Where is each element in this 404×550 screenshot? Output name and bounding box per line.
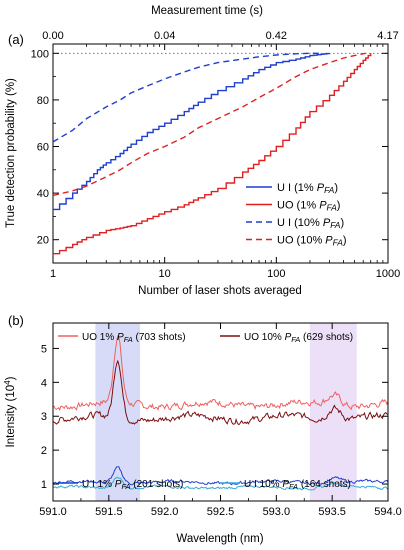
panel-a-legend-label: U I (1% PFA) bbox=[277, 182, 338, 195]
panel-a-series-group bbox=[52, 52, 372, 255]
panel-a-series-ui-10pct bbox=[52, 52, 321, 143]
panel-b-y-tick-label: 1 bbox=[41, 479, 47, 491]
panel-a-y-tick-label: 40 bbox=[37, 188, 49, 200]
panel-a-series-uo-10pct bbox=[52, 52, 366, 197]
panel-a-series-uo-1pct bbox=[53, 53, 372, 255]
panel-b-x-tick-label: 591.0 bbox=[39, 506, 67, 518]
panel-a-legend-label: U I (10% PFA) bbox=[277, 217, 344, 230]
panel-a-y-axis-title: True detection probability (%) bbox=[5, 78, 17, 228]
panel-a-top-tick-label: 0.04 bbox=[154, 30, 175, 42]
panel-a-y-tick-label: 80 bbox=[37, 95, 49, 107]
panel-b-y-axis-title: Intensity (104) bbox=[3, 376, 17, 447]
panel-a-top-tick-label: 0.00 bbox=[42, 30, 63, 42]
panel-b-x-tick-label: 591.5 bbox=[95, 506, 123, 518]
panel-b-x-tick-label: 592.5 bbox=[207, 506, 235, 518]
panel-b-x-tick-label: 593.5 bbox=[318, 506, 346, 518]
panel-b-legend: UO 1% PFA (703 shots) UO 10% PFA (629 sho… bbox=[58, 332, 353, 491]
panel-a-top-tick-label: 4.17 bbox=[377, 30, 398, 42]
panel-b-x-tick-label: 594.0 bbox=[374, 506, 402, 518]
panel-a-top-tick-label: 0.42 bbox=[266, 30, 287, 42]
panel-a-y-tick-label: 20 bbox=[37, 235, 49, 247]
panel-a-plot-frame bbox=[52, 43, 389, 264]
panel-b-x-axis-title: Wavelength (nm) bbox=[176, 533, 263, 545]
panel-a-y-tick-label: 100 bbox=[31, 48, 49, 60]
panel-a-series-ui-1pct bbox=[53, 52, 331, 211]
panel-a-legend-label: UO (1% PFA) bbox=[277, 200, 340, 213]
panel-b-legend-label: UO 1% PFA (703 shots) bbox=[82, 332, 186, 344]
panel-b-y-tick-label: 4 bbox=[41, 377, 47, 389]
panel-b-series-uo-1pct bbox=[52, 335, 389, 412]
panel-a-x-tick-label: 10 bbox=[159, 268, 171, 280]
panel-a-x-tick-label: 100 bbox=[267, 268, 285, 280]
panel-b-highlight-bands bbox=[95, 323, 357, 501]
panel-a: (a) Measurement time (s) True detection … bbox=[5, 5, 400, 297]
panel-a-x-tick-label: 1 bbox=[50, 268, 56, 280]
panel-a-top-axis-title: Measurement time (s) bbox=[151, 5, 263, 17]
panel-a-legend: U I (1% PFA) UO (1% PFA) U I (10% PFA) UO (… bbox=[246, 182, 347, 248]
panel-b-x-tick-label: 592.0 bbox=[151, 506, 179, 518]
panel-b: (b) Intensity (104) Wavelength (nm) 591.… bbox=[3, 313, 402, 545]
panel-b-highlight-band bbox=[95, 323, 141, 501]
panel-b-y-tick-label: 2 bbox=[41, 445, 47, 457]
panel-b-label: (b) bbox=[8, 313, 24, 328]
panel-a-x-tick-label: 1000 bbox=[376, 268, 400, 280]
panel-a-label: (a) bbox=[8, 32, 24, 47]
panel-b-y-tick-label: 3 bbox=[41, 411, 47, 423]
panel-a-y-tick-label: 60 bbox=[37, 142, 49, 154]
panel-b-y-tick-label: 5 bbox=[41, 343, 47, 355]
panel-a-legend-label: UO (10% PFA) bbox=[277, 235, 347, 248]
panel-b-legend-label: U I 10% PFA (164 shots) bbox=[244, 479, 351, 491]
panel-a-x-axis-title: Number of laser shots averaged bbox=[138, 285, 302, 297]
panel-b-x-tick-label: 593.0 bbox=[263, 506, 291, 518]
panel-b-series-uo-10pct bbox=[52, 359, 389, 425]
panel-b-legend-label: UO 10% PFA (629 shots) bbox=[244, 332, 353, 344]
panel-b-legend-label: U I 1% PFA (201 shots) bbox=[82, 479, 183, 491]
panel-b-highlight-band bbox=[309, 323, 357, 501]
panel-b-series-ui-10pct bbox=[52, 476, 389, 491]
